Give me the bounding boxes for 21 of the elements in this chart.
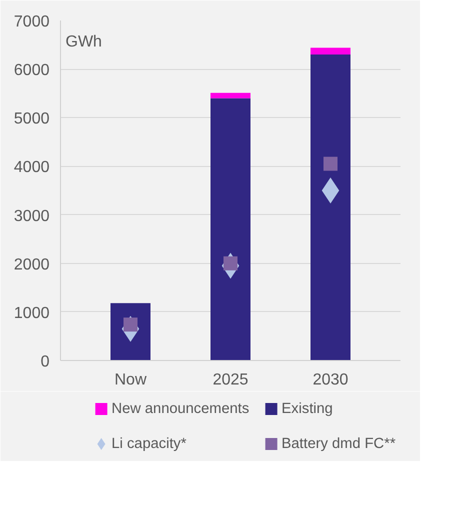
y-tick-label: 1000 — [14, 304, 50, 322]
bar — [210, 98, 250, 360]
y-tick-label: 2000 — [14, 256, 50, 274]
legend-label: Li capacity* — [112, 436, 187, 452]
y-tick-label: 5000 — [14, 110, 50, 128]
legend-label: Existing — [282, 401, 333, 417]
y-tick-label: 7000 — [14, 14, 50, 30]
legend-label: Battery dmd FC** — [282, 436, 396, 452]
y-tick-label: 4000 — [14, 159, 50, 176]
bar — [210, 92, 250, 98]
bar — [310, 48, 350, 54]
bar — [310, 54, 350, 360]
x-tick-label: 2030 — [312, 372, 348, 388]
point — [324, 156, 338, 171]
y-tick-label: 3000 — [14, 208, 50, 225]
y-tick-label: 0 — [40, 354, 50, 370]
legend-label: New announcements — [112, 401, 250, 417]
annotation: GWh — [66, 34, 102, 50]
y-tick-label: 6000 — [14, 62, 50, 80]
x-tick-label: Now — [114, 372, 147, 388]
x-tick-label: 2025 — [212, 372, 248, 388]
